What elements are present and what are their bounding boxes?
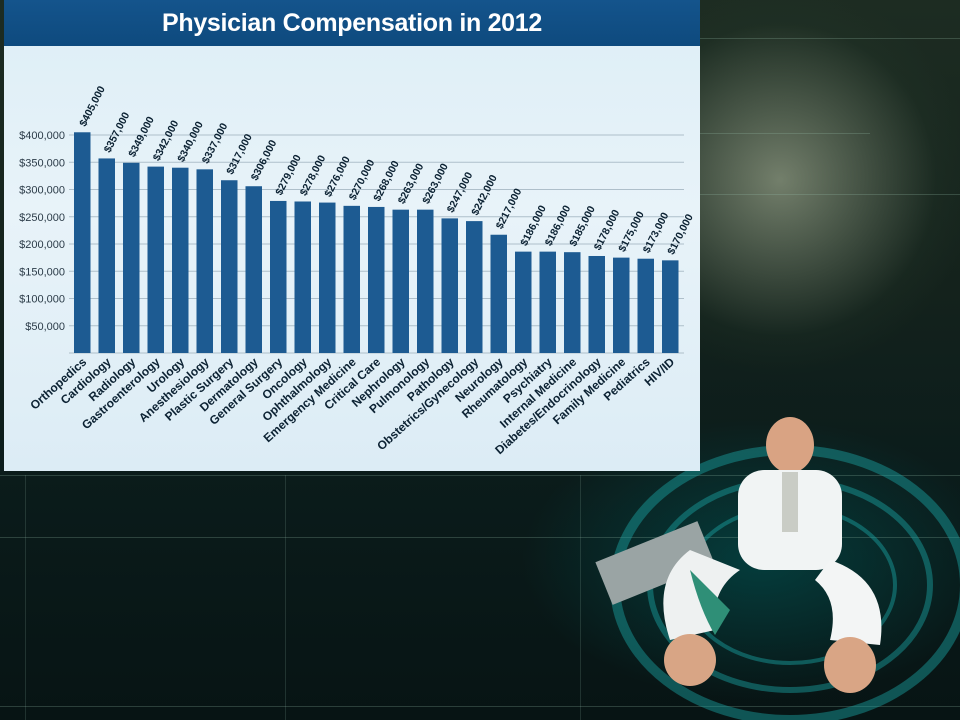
bar-chart: $50,000 $100,000 $150,000 $200,000 $250,000 $… (19, 84, 696, 457)
bar (294, 201, 311, 353)
decor-line (580, 475, 581, 720)
decor-line (25, 475, 26, 720)
decor-line (0, 475, 960, 476)
bar (392, 209, 409, 353)
bar (441, 218, 458, 353)
decor-line (0, 706, 960, 707)
y-tick-label: $150,000 (19, 266, 65, 278)
data-label: $357,000 (102, 110, 133, 155)
bar (172, 167, 189, 353)
bar (662, 260, 679, 353)
bar (343, 205, 360, 353)
y-tick-label: $300,000 (19, 185, 65, 197)
bar (368, 206, 385, 353)
y-tick-label: $350,000 (19, 157, 65, 169)
bar (221, 180, 238, 353)
data-label: $217,000 (494, 186, 525, 231)
y-tick-label: $200,000 (19, 239, 65, 251)
bar (196, 169, 213, 353)
bar (539, 251, 556, 353)
decor-line (0, 537, 960, 538)
bar (588, 255, 605, 353)
y-tick-label: $100,000 (19, 294, 65, 306)
bar (98, 158, 115, 353)
bar (123, 162, 140, 353)
bar (637, 258, 654, 353)
bar (613, 257, 630, 353)
chart-title: Physician Compensation in 2012 (161, 9, 542, 37)
y-tick-label: $50,000 (25, 321, 65, 333)
decor-line (285, 475, 286, 720)
doctors-illustration (595, 417, 960, 720)
bar (245, 186, 262, 353)
data-label: $317,000 (224, 132, 255, 177)
bar (319, 202, 336, 353)
y-tick-label: $250,000 (19, 212, 65, 224)
decor-line (700, 194, 960, 195)
data-label: $405,000 (77, 84, 108, 129)
bar (466, 221, 483, 353)
data-label: $306,000 (249, 138, 280, 183)
decor-line (700, 38, 960, 39)
bar (147, 166, 164, 353)
data-label: $242,000 (469, 173, 500, 218)
bar (270, 200, 287, 353)
bar (490, 234, 507, 353)
title-bar: Physician Compensation in 2012 (4, 0, 700, 46)
y-tick-label: $400,000 (19, 130, 65, 142)
bar (515, 251, 532, 353)
bar (417, 209, 434, 353)
chart-panel: Physician Compensation in 2012 $50,000 $1… (4, 0, 700, 471)
bar (564, 252, 581, 353)
decor-line (700, 133, 870, 134)
bar (74, 132, 91, 353)
